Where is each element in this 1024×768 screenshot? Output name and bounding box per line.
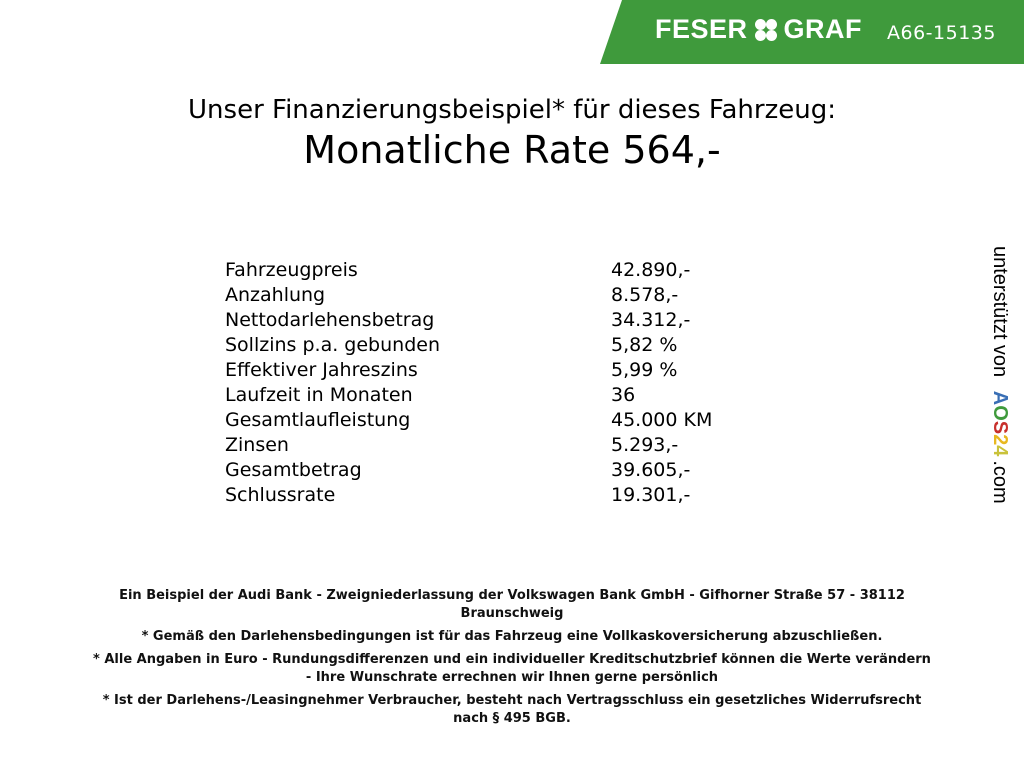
table-row: Fahrzeugpreis 42.890,- bbox=[225, 258, 712, 283]
footer-line: Braunschweig bbox=[460, 606, 564, 621]
table-row: Nettodarlehensbetrag 34.312,- bbox=[225, 308, 712, 333]
footer-line: * Gemäß den Darlehensbedingungen ist für… bbox=[141, 629, 883, 644]
brand-right: GRAF bbox=[783, 14, 863, 44]
row-value: 45.000 KM bbox=[611, 409, 713, 431]
table-row: Anzahlung 8.578,- bbox=[225, 283, 712, 308]
brand-banner bbox=[600, 0, 1024, 64]
footer-withdrawal-note: * Ist der Darlehens-/Leasingnehmer Verbr… bbox=[0, 692, 1024, 728]
aos24-logo: AOS24 bbox=[989, 391, 1011, 457]
financing-table: Fahrzeugpreis 42.890,- Anzahlung 8.578,- N… bbox=[225, 258, 712, 508]
table-row: Gesamtbetrag 39.605,- bbox=[225, 458, 712, 483]
row-label: Nettodarlehensbetrag bbox=[225, 309, 435, 331]
monthly-rate: Monatliche Rate 564,- bbox=[303, 128, 721, 172]
row-label: Zinsen bbox=[225, 434, 289, 456]
row-value: 36 bbox=[611, 384, 636, 406]
aos24-letter: 2 bbox=[989, 434, 1011, 446]
supported-by-text: unterstützt von bbox=[989, 246, 1011, 378]
brand-left: FESER bbox=[655, 14, 748, 44]
row-value: 34.312,- bbox=[611, 309, 691, 331]
legal-footer: Ein Beispiel der Audi Bank - Zweignieder… bbox=[0, 587, 1024, 733]
aos24-letter: O bbox=[989, 405, 1011, 421]
aos24-letter: A bbox=[989, 390, 1011, 406]
feser-graf-logo: FESER GRAF bbox=[655, 14, 862, 45]
footer-line: Ein Beispiel der Audi Bank - Zweignieder… bbox=[119, 588, 905, 603]
aos24-letter: S bbox=[989, 420, 1011, 435]
row-label: Gesamtlaufleistung bbox=[225, 409, 411, 431]
aos24-suffix: .com bbox=[989, 460, 1011, 504]
row-label: Laufzeit in Monaten bbox=[225, 384, 413, 406]
row-label: Fahrzeugpreis bbox=[225, 259, 358, 281]
row-value: 19.301,- bbox=[611, 484, 691, 506]
clover-icon bbox=[754, 18, 778, 42]
row-value: 5.293,- bbox=[611, 434, 679, 456]
row-label: Gesamtbetrag bbox=[225, 459, 362, 481]
table-row: Sollzins p.a. gebunden 5,82 % bbox=[225, 333, 712, 358]
footer-line: * Alle Angaben in Euro - Rundungsdiffere… bbox=[93, 652, 931, 667]
footer-euro-note: * Alle Angaben in Euro - Rundungsdiffere… bbox=[0, 651, 1024, 687]
page-title: Unser Finanzierungsbeispiel* für dieses … bbox=[188, 95, 836, 125]
row-label: Effektiver Jahreszins bbox=[225, 359, 418, 381]
table-row: Gesamtlaufleistung 45.000 KM bbox=[225, 408, 712, 433]
supported-by-aos24: unterstützt von AOS24 .com bbox=[988, 246, 1012, 526]
row-label: Sollzins p.a. gebunden bbox=[225, 334, 440, 356]
row-value: 5,99 % bbox=[611, 359, 678, 381]
row-label: Schlussrate bbox=[225, 484, 336, 506]
footer-line: - Ihre Wunschrate errechnen wir Ihnen ge… bbox=[305, 670, 719, 685]
footer-line: * Ist der Darlehens-/Leasingnehmer Verbr… bbox=[102, 693, 922, 708]
row-label: Anzahlung bbox=[225, 284, 326, 306]
footer-line: nach § 495 BGB. bbox=[453, 711, 571, 726]
row-value: 8.578,- bbox=[611, 284, 679, 306]
table-row: Effektiver Jahreszins 5,99 % bbox=[225, 358, 712, 383]
table-row: Schlussrate 19.301,- bbox=[225, 483, 712, 508]
footer-bank-note: Ein Beispiel der Audi Bank - Zweignieder… bbox=[0, 587, 1024, 623]
row-value: 5,82 % bbox=[611, 334, 678, 356]
vehicle-code: A66-15135 bbox=[887, 22, 996, 44]
row-value: 39.605,- bbox=[611, 459, 691, 481]
table-row: Laufzeit in Monaten 36 bbox=[225, 383, 712, 408]
aos24-letter: 4 bbox=[989, 445, 1011, 457]
row-value: 42.890,- bbox=[611, 259, 691, 281]
table-row: Zinsen 5.293,- bbox=[225, 433, 712, 458]
footer-insurance-note: * Gemäß den Darlehensbedingungen ist für… bbox=[0, 628, 1024, 646]
